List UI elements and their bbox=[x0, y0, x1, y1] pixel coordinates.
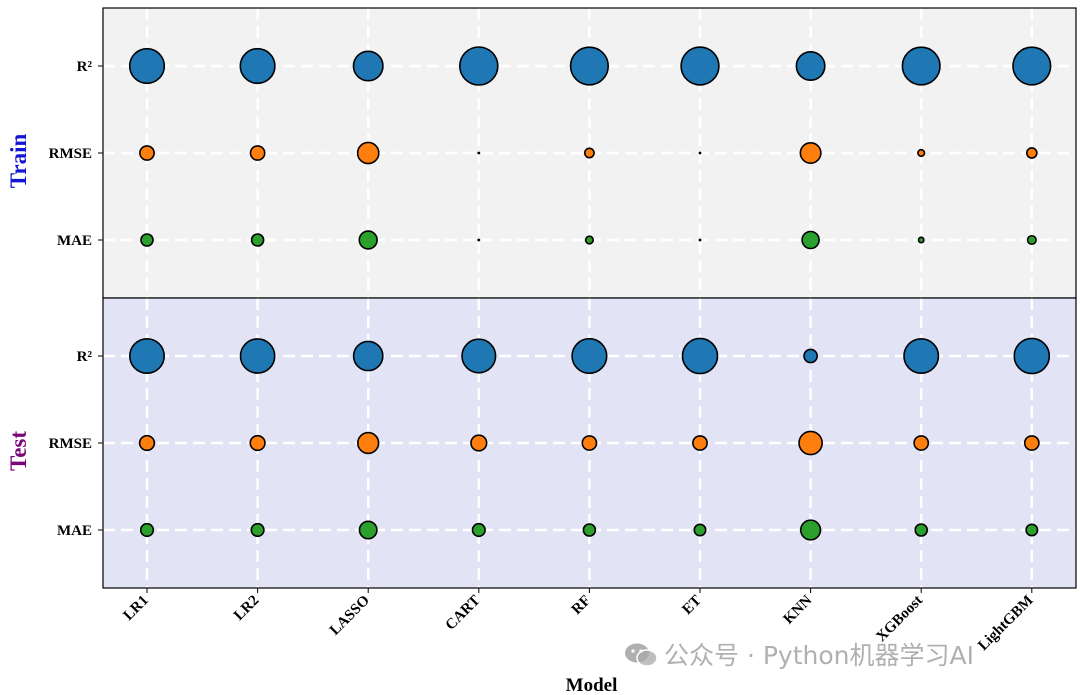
bubble-test-lr2-1 bbox=[249, 434, 266, 452]
ytick-label: MAE bbox=[57, 233, 92, 249]
ytick-label: RMSE bbox=[49, 146, 92, 162]
xtick-label-cart: CART bbox=[443, 593, 484, 634]
bubble-train-et-2 bbox=[698, 238, 702, 242]
bubble-train-lr1-1 bbox=[139, 145, 155, 161]
bubble-train-lasso-2 bbox=[358, 230, 378, 250]
bubble-test-lr1-0 bbox=[128, 337, 166, 375]
bubble-train-rf-1 bbox=[583, 147, 595, 159]
bubble-test-rf-2 bbox=[582, 523, 597, 537]
panel-label-train: Train bbox=[6, 134, 31, 189]
bubble-train-lr2-0 bbox=[239, 47, 276, 85]
bubble-train-lightgbm-2 bbox=[1026, 234, 1037, 246]
bubble-train-knn-2 bbox=[801, 230, 820, 250]
bubble-train-xgboost-1 bbox=[917, 148, 926, 158]
bubble-test-knn-1 bbox=[798, 430, 823, 456]
bubble-test-cart-2 bbox=[471, 522, 486, 538]
bubble-test-lightgbm-0 bbox=[1013, 337, 1051, 375]
bubble-test-cart-0 bbox=[461, 338, 497, 374]
bubble-train-lr2-2 bbox=[250, 233, 265, 247]
bubble-test-knn-0 bbox=[803, 348, 818, 364]
bubble-test-et-2 bbox=[693, 523, 707, 537]
xtick-label-lasso: LASSO bbox=[327, 593, 373, 639]
bubble-train-lightgbm-1 bbox=[1025, 147, 1038, 159]
bubble-train-lr2-1 bbox=[249, 145, 266, 161]
bubble-test-lr1-2 bbox=[139, 522, 155, 538]
bubble-test-rf-1 bbox=[581, 435, 598, 451]
bubble-train-rf-2 bbox=[584, 235, 595, 245]
bubble-test-xgboost-2 bbox=[914, 523, 929, 537]
watermark-text: 公众号 · Python机器学习AI bbox=[664, 641, 974, 670]
bubble-train-et-1 bbox=[698, 151, 702, 155]
xtick-label-knn: KNN bbox=[781, 592, 816, 627]
bubble-train-lr1-2 bbox=[140, 233, 154, 247]
xtick-label-lr2: LR2 bbox=[231, 593, 262, 624]
ytick-label: R² bbox=[77, 349, 93, 365]
bubble-test-rf-0 bbox=[571, 337, 608, 375]
bubble-train-cart-0 bbox=[458, 46, 499, 86]
panel-label-test: Test bbox=[6, 431, 31, 471]
bubble-test-lasso-1 bbox=[356, 431, 380, 455]
bubble-test-cart-1 bbox=[470, 434, 488, 452]
bubble-train-lightgbm-0 bbox=[1012, 46, 1052, 86]
bubble-test-lr2-2 bbox=[250, 522, 265, 538]
bubble-train-xgboost-2 bbox=[917, 236, 925, 244]
bubble-test-lasso-2 bbox=[358, 520, 378, 540]
xtick-label-lightgbm: LightGBM bbox=[975, 593, 1036, 654]
bubble-train-et-0 bbox=[680, 46, 720, 86]
bubble-train-knn-0 bbox=[795, 50, 826, 82]
watermark: 公众号 · Python机器学习AI bbox=[624, 636, 974, 672]
x-axis-title: Model bbox=[566, 675, 618, 695]
bubble-test-lasso-0 bbox=[352, 340, 384, 372]
bubble-train-cart-1 bbox=[477, 151, 481, 155]
bubble-train-cart-2 bbox=[477, 238, 481, 242]
bubble-train-rf-0 bbox=[569, 46, 610, 86]
bubble-test-et-1 bbox=[692, 435, 708, 451]
bubble-test-knn-2 bbox=[799, 519, 822, 541]
bubble-test-et-0 bbox=[681, 337, 719, 375]
wechat-icon bbox=[625, 643, 658, 667]
ytick-label: MAE bbox=[57, 523, 92, 539]
bubble-train-xgboost-0 bbox=[901, 46, 941, 86]
ytick-label: R² bbox=[77, 59, 93, 75]
bubble-test-lightgbm-2 bbox=[1025, 523, 1039, 537]
xtick-label-rf: RF bbox=[569, 593, 594, 618]
bubble-test-xgboost-1 bbox=[913, 435, 930, 451]
bubble-train-knn-1 bbox=[799, 141, 822, 165]
bubble-test-lr2-0 bbox=[239, 338, 276, 374]
bubble-test-lr1-1 bbox=[138, 434, 156, 452]
xtick-label-lr1: LR1 bbox=[120, 593, 151, 624]
bubble-train-lasso-0 bbox=[352, 50, 384, 82]
bubble-train-lr1-0 bbox=[128, 47, 166, 85]
bubble-test-xgboost-0 bbox=[903, 337, 940, 375]
bubble-test-lightgbm-1 bbox=[1023, 435, 1040, 451]
xtick-label-et: ET bbox=[679, 593, 704, 618]
bubble-train-lasso-1 bbox=[356, 141, 380, 165]
ytick-label: RMSE bbox=[49, 436, 92, 452]
